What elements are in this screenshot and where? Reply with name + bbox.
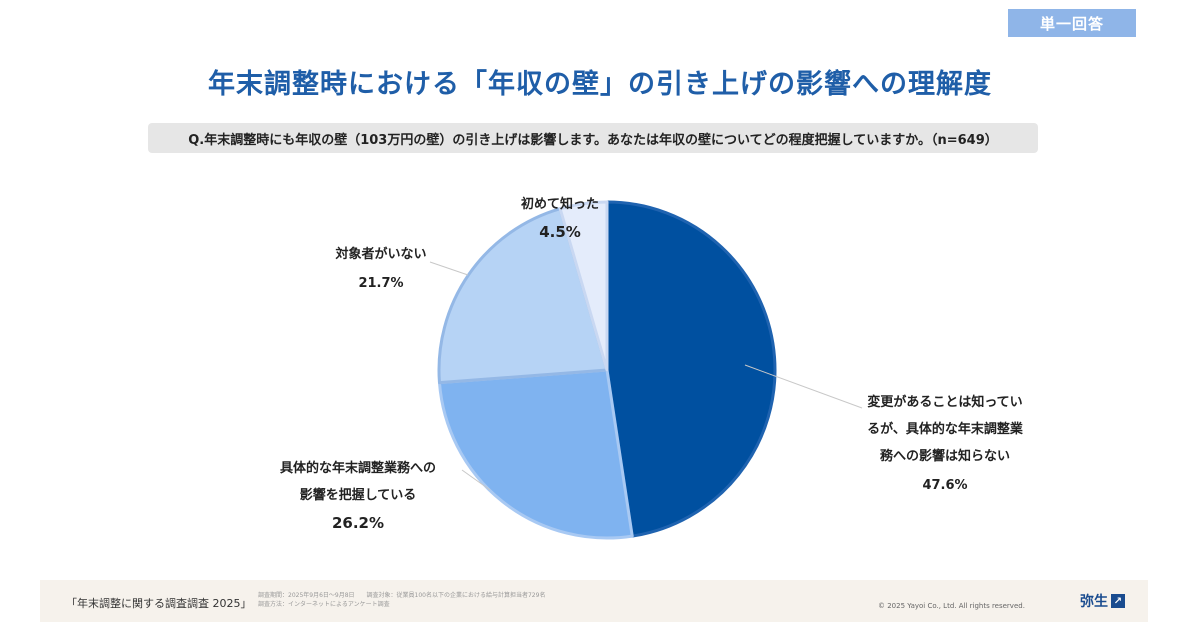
slice-label-line: 変更があることは知ってい (867, 394, 1022, 410)
slice-value-label: 47.6% (922, 478, 967, 493)
slice-value-label: 4.5% (539, 223, 581, 241)
slice-label-line: 務への影響は知らない (880, 448, 1010, 464)
chart-title: 年末調整時における「年収の壁」の引き上げの影響への理解度 (208, 69, 992, 100)
pie-slice-2 (437, 368, 634, 540)
logo-text: 弥生 (1080, 594, 1108, 610)
leader-line-3 (429, 261, 469, 276)
survey-name: 「年末調整に関する調査調査 2025」 (66, 597, 252, 610)
survey-meta-line2: 調査方法：インターネットによるアンケート調査 (258, 601, 390, 608)
slice-value-label: 21.7% (358, 276, 403, 291)
slice-label-line: 対象者がいない (334, 246, 426, 262)
pie-slice-1 (605, 200, 777, 538)
slice-label-line: 初めて知った (521, 196, 599, 212)
slice-label-line: 具体的な年末調整業務への (280, 460, 436, 476)
single-answer-badge: 単一回答 (1008, 9, 1136, 37)
slice-value-label: 26.2% (332, 514, 384, 532)
survey-meta-line1: 調査期間：2025年9月6日～9月8日 調査対象：従業員100名以下の企業におけ… (258, 592, 546, 599)
pie-slice-4 (558, 200, 609, 372)
slice-label-line: るが、具体的な年末調整業 (867, 421, 1024, 437)
survey-question: Q.年末調整時にも年収の壁（103万円の壁）の引き上げは影響します。あなたは年収… (148, 123, 1038, 153)
slice-label-4: 初めて知った 4.5% (521, 196, 599, 241)
slice-label-line: 影響を把握している (300, 487, 417, 503)
pie-slice-3 (437, 207, 609, 385)
leader-line-1 (744, 364, 863, 409)
survey-meta: 調査期間：2025年9月6日～9月8日 調査対象：従業員100名以下の企業におけ… (258, 591, 545, 609)
slice-label-3: 対象者がいない 21.7% (334, 246, 426, 291)
logo-arrow-icon: ↗ (1111, 594, 1125, 608)
leader-line-2 (461, 469, 491, 491)
copyright: © 2025 Yayoi Co., Ltd. All rights reserv… (878, 602, 1025, 610)
footer: 「年末調整に関する調査調査 2025」 調査期間：2025年9月6日～9月8日 … (40, 580, 1148, 622)
yayoi-logo: 弥生 ↗ (1080, 591, 1125, 611)
